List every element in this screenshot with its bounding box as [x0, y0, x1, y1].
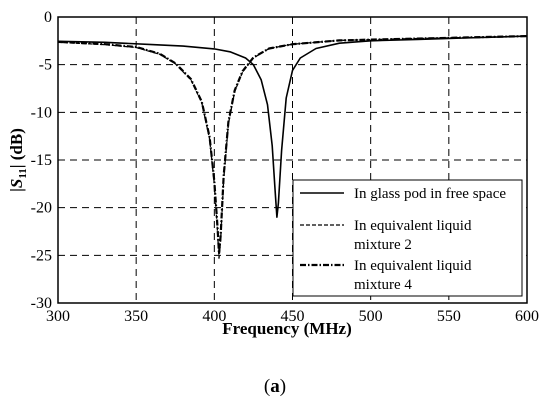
y-tick-label: -25: [31, 247, 52, 264]
x-axis-label: Frequency (MHz): [222, 319, 352, 338]
figure-caption: (a): [0, 376, 550, 398]
y-axis-label: |S11| (dB): [7, 128, 29, 192]
x-tick-label: 550: [437, 308, 461, 325]
series-lines: [57, 35, 528, 259]
x-tick-label: 300: [46, 308, 70, 325]
legend: In glass pod in free space In equivalent …: [292, 179, 523, 297]
caption-letter: a: [270, 376, 280, 397]
y-tick-label: -15: [31, 152, 52, 169]
series-line-in-glass-pod-in-free-space: [57, 35, 528, 218]
y-tick-label: 0: [44, 9, 52, 26]
y-axis-label-subscript: 11: [17, 168, 29, 178]
x-tick-label: 400: [202, 308, 226, 325]
y-axis-label-prefix: |: [7, 188, 26, 192]
caption-close-paren: ): [279, 376, 287, 397]
plot-frame: [57, 16, 528, 304]
legend-entry-text: In equivalent liquid: [354, 218, 472, 234]
legend-entry-text: mixture 4: [354, 277, 412, 293]
series-line-in-equivalent-liquid-mixture-4: [57, 35, 528, 255]
y-tick-label: -10: [31, 104, 52, 121]
legend-entry-text: mixture 2: [354, 237, 412, 253]
y-axis-label-suffix: | (dB): [7, 128, 26, 168]
legend-entry-text: In glass pod in free space: [354, 186, 506, 202]
x-tick-label: 350: [124, 308, 148, 325]
x-tick-label: 500: [359, 308, 383, 325]
caption-open-paren: (: [263, 376, 271, 397]
x-tick-label: 600: [515, 308, 539, 325]
y-axis-label-symbol: S: [7, 179, 26, 188]
legend-box: [292, 179, 523, 297]
y-tick-label: -30: [31, 295, 52, 312]
y-tick-label: -5: [39, 57, 52, 74]
y-tick-label: -20: [31, 200, 52, 217]
tick-labels: 300 350 400 450 500 550 600 0 -5 -10 -15 -20 -25 -30: [31, 9, 539, 325]
x-tick-label: 450: [281, 308, 305, 325]
legend-entry-text: In equivalent liquid: [354, 258, 472, 274]
